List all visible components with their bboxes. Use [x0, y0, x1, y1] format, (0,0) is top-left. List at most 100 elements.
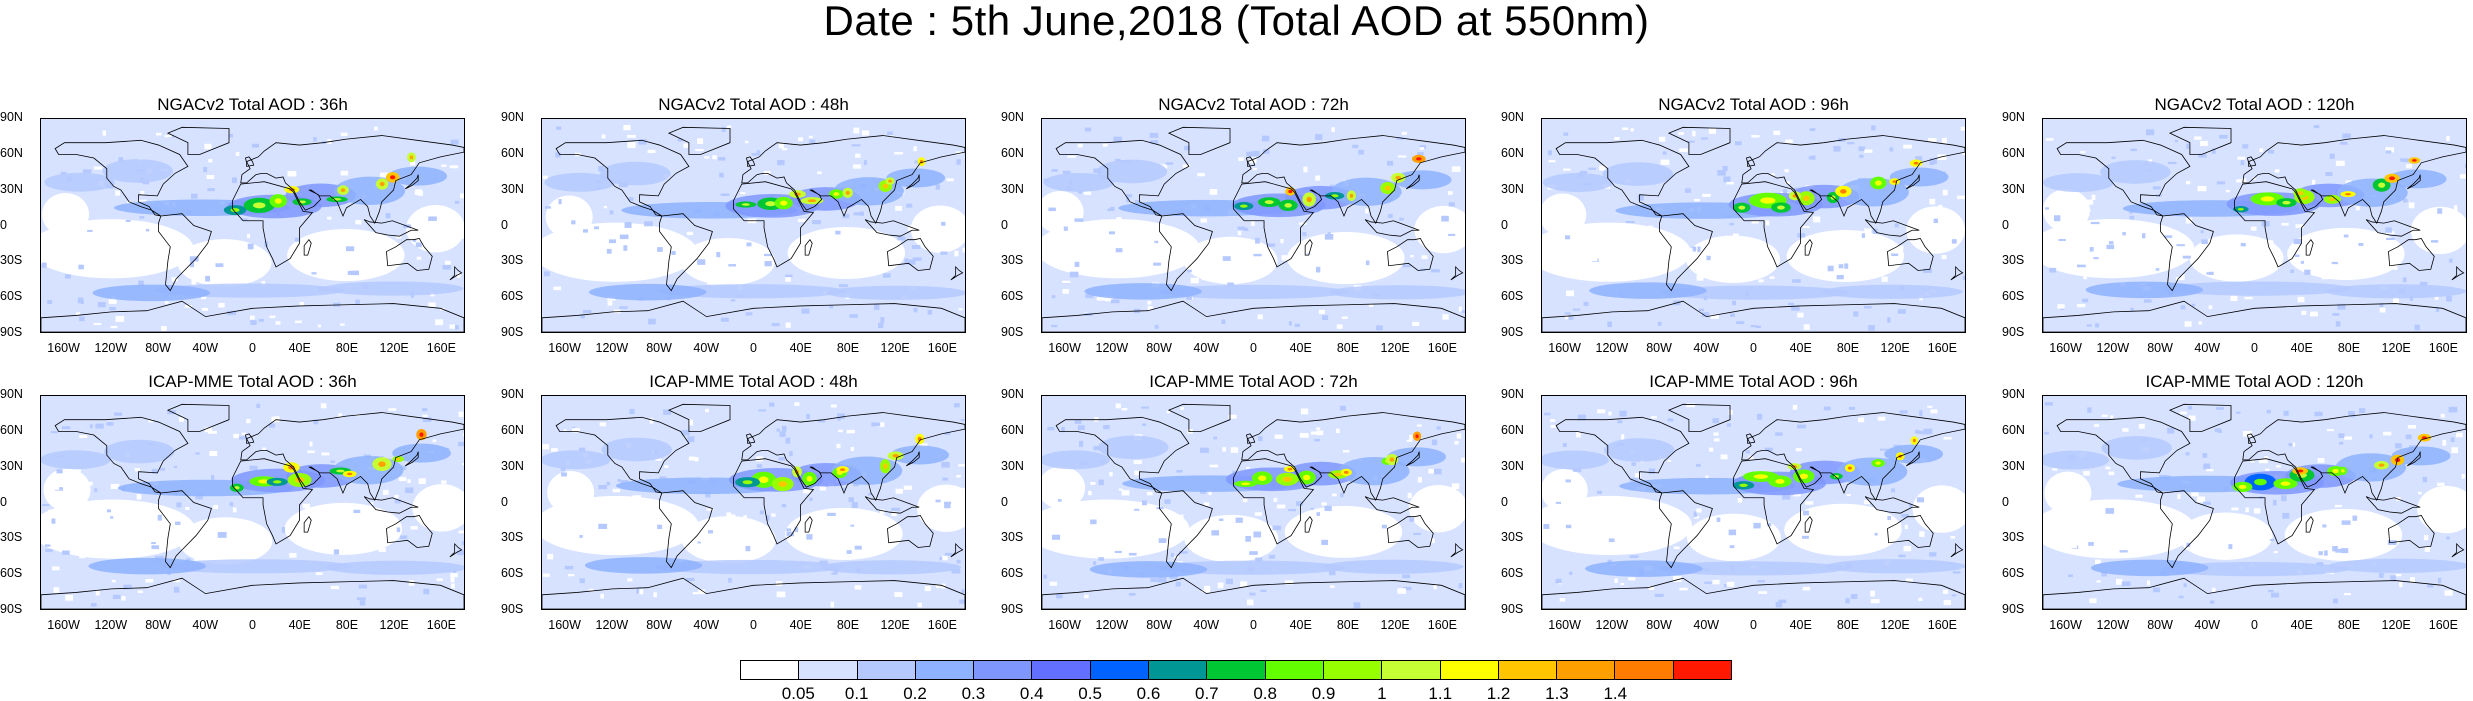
aod-speckle	[1563, 168, 1571, 171]
aod-speckle	[913, 307, 918, 313]
coastline-madagascar	[804, 238, 813, 256]
aod-speckle	[873, 304, 880, 310]
colorbar-label: 0.1	[844, 684, 869, 701]
aod-speckle	[681, 429, 690, 436]
aod-speckle	[1871, 125, 1876, 131]
aod-speckle	[385, 213, 391, 219]
aod-speckle	[904, 258, 909, 265]
aod-speckle	[2230, 295, 2238, 302]
aod-speckle	[1458, 306, 1462, 312]
aod-speckle	[382, 489, 389, 495]
aod-speckle	[191, 279, 197, 285]
aod-speckle	[1903, 545, 1912, 552]
aod-hotspot-core	[1240, 204, 1248, 208]
aod-speckle	[1929, 552, 1937, 557]
aod-speckle	[809, 497, 813, 501]
aod-speckle	[2446, 536, 2450, 540]
coastline-eurasia	[240, 412, 464, 501]
aod-speckle	[850, 447, 855, 452]
lon-tick-label: 0	[2251, 341, 2258, 355]
aod-speckle	[2245, 507, 2249, 513]
aod-speckle	[2106, 244, 2115, 250]
coastline-south-america	[158, 490, 212, 569]
aod-speckle	[2294, 254, 2300, 258]
aod-speckle	[1281, 255, 1288, 261]
aod-speckle	[2248, 543, 2254, 548]
aod-speckle	[53, 587, 60, 593]
aod-speckle	[2186, 143, 2190, 149]
aod-speckle	[1249, 592, 1256, 596]
aod-speckle	[1417, 476, 1422, 483]
aod-speckle	[1306, 247, 1313, 254]
lat-tick-label: 60S	[1001, 289, 1024, 304]
aod-map	[2043, 396, 2466, 609]
aod-speckle	[2329, 153, 2335, 159]
coastline-indonesia	[1864, 496, 1920, 514]
lat-tick-label: 90S	[0, 602, 23, 616]
lon-tick-label: 120E	[2381, 618, 2411, 632]
aod-speckle	[2419, 281, 2428, 286]
aod-speckle	[396, 527, 401, 533]
aod-speckle	[850, 524, 855, 527]
aod-speckle	[2446, 136, 2450, 142]
aod-band	[1585, 560, 1703, 577]
aod-speckle	[1637, 194, 1644, 201]
coastline-eurasia	[2242, 135, 2466, 224]
aod-speckle	[2253, 508, 2261, 514]
aod-speckle	[449, 165, 459, 169]
aod-speckle	[1577, 414, 1587, 421]
aod-speckle	[49, 218, 58, 224]
lon-tick-label: 80W	[646, 618, 672, 632]
coastline-new-zealand	[950, 265, 964, 281]
aod-speckle	[2447, 239, 2452, 245]
aod-speckle	[2383, 431, 2392, 436]
aod-speckle	[2207, 244, 2214, 251]
aod-speckle	[600, 593, 604, 599]
lon-tick-label: 160W	[1048, 618, 1081, 632]
aod-speckle	[751, 153, 760, 156]
coastline-north-america	[2056, 416, 2191, 494]
lon-tick-label: 160W	[47, 341, 80, 355]
lon-tick-label: 40W	[192, 618, 219, 632]
aod-band	[1096, 159, 1168, 184]
aod-speckle	[309, 441, 313, 447]
lon-tick-label: 80E	[2337, 341, 2361, 355]
aod-speckle	[1254, 512, 1263, 516]
aod-speckle	[851, 502, 858, 508]
lon-tick-label: 0	[750, 618, 757, 632]
aod-speckle	[2184, 321, 2192, 327]
aod-speckle	[1158, 577, 1167, 583]
aod-speckle	[1253, 167, 1258, 171]
aod-speckle	[2414, 324, 2420, 331]
aod-speckle	[1929, 198, 1936, 205]
aod-speckle	[728, 577, 732, 583]
aod-speckle	[720, 193, 730, 196]
aod-speckle	[1062, 170, 1071, 174]
aod-speckle	[1809, 128, 1816, 132]
aod-speckle	[77, 482, 84, 489]
aod-band	[1159, 284, 1348, 300]
aod-speckle	[204, 427, 212, 433]
lon-tick-label: 0	[1250, 618, 1257, 632]
aod-speckle	[1397, 588, 1406, 594]
aod-speckle	[1310, 507, 1314, 510]
aod-speckle	[940, 251, 948, 255]
aod-speckle	[1956, 501, 1962, 505]
aod-speckle	[355, 220, 362, 225]
aod-speckle	[1090, 482, 1096, 485]
aod-speckle	[1078, 506, 1082, 511]
coastline-australia	[1387, 238, 1434, 271]
aod-speckle	[2359, 408, 2366, 414]
aod-speckle	[1461, 457, 1465, 463]
aod-band	[1098, 435, 1169, 460]
lon-tick-label: 80E	[1336, 341, 1360, 355]
aod-speckle	[1950, 536, 1956, 539]
aod-speckle	[1614, 256, 1623, 261]
aod-speckle	[103, 259, 107, 264]
aod-speckle	[1614, 578, 1618, 583]
aod-speckle	[1110, 206, 1115, 212]
aod-speckle	[639, 589, 644, 595]
aod-speckle	[1734, 141, 1742, 146]
aod-speckle	[935, 499, 941, 503]
aod-speckle	[778, 457, 785, 461]
